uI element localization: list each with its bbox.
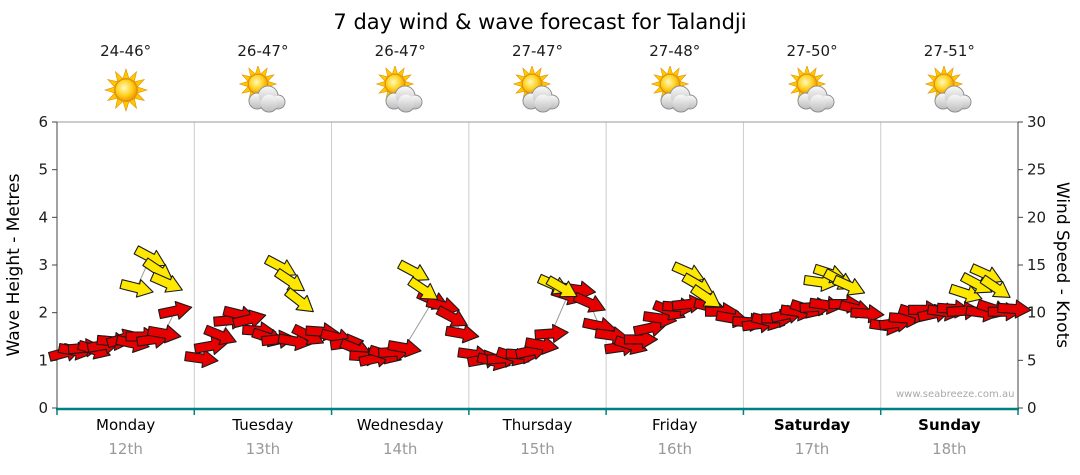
wind-speed-arrow (147, 324, 182, 344)
afternoon-peak-wind-arrow (284, 287, 314, 313)
wind-speed-arrow (435, 305, 468, 327)
day-temperature-range: 27-51° (923, 42, 975, 60)
left-tick-label: 2 (38, 304, 48, 322)
day-label-row: Monday 12th Tuesday 13th Wednesday 14th Thursd… (57, 416, 1018, 458)
day-temperature-range: 27-50° (786, 42, 838, 60)
wind-speed-arrow (184, 349, 219, 369)
afternoon-peak-wind-arrow (407, 276, 439, 300)
day-label-saturday: Saturday 17th (743, 416, 880, 458)
left-tick-label: 0 (38, 399, 48, 417)
day-label-thursday: Thursday 15th (469, 416, 606, 458)
day-label-tuesday: Tuesday 13th (194, 416, 331, 458)
left-tick-label: 5 (38, 161, 48, 179)
left-tick-label: 6 (38, 113, 48, 131)
day-name: Sunday (918, 416, 981, 434)
day-column-saturday: 27-50° (743, 42, 880, 114)
wind-speed-arrow (997, 299, 1032, 319)
afternoon-peak-wind-arrow (690, 284, 722, 308)
day-label-monday: Monday 12th (57, 416, 194, 458)
page-title: 7 day wind & wave forecast for Talandji (333, 10, 747, 34)
partly-cloudy-icon (786, 64, 838, 114)
day-label-friday: Friday 16th (606, 416, 743, 458)
wind-speed-arrow (193, 336, 229, 356)
day-header-row: 24-46° 26-47° 26-47° 27-47° 27-48° 27-50° 27-5… (57, 42, 1018, 114)
partly-cloudy-icon (511, 64, 563, 114)
partly-cloudy-icon (923, 64, 975, 114)
wind-speed-arrow (444, 324, 480, 344)
afternoon-peak-wind-arrow (545, 275, 578, 298)
day-date: 12th (108, 440, 143, 458)
day-column-tuesday: 26-47° (194, 42, 331, 114)
wind-speed-arrow (534, 323, 569, 343)
wind-speed-arrow (232, 309, 267, 329)
partly-cloudy-icon (649, 64, 701, 114)
day-temperature-range: 27-48° (649, 42, 701, 60)
day-column-monday: 24-46° (57, 42, 194, 114)
afternoon-peak-wind-arrow (960, 272, 993, 294)
wind-speed-arrow (572, 291, 606, 313)
wind-speed-arrow (387, 338, 422, 358)
left-tick-label: 1 (38, 351, 48, 369)
day-temperature-range: 26-47° (237, 42, 289, 60)
left-tick-label: 3 (38, 256, 48, 274)
day-date: 18th (932, 440, 967, 458)
day-column-friday: 27-48° (606, 42, 743, 114)
wind-speed-arrow (850, 304, 885, 324)
right-tick-label: 15 (1027, 256, 1046, 274)
day-label-sunday: Sunday 18th (881, 416, 1018, 458)
sunny-icon (100, 66, 152, 114)
day-name: Friday (652, 416, 698, 434)
left-tick-label: 4 (38, 208, 48, 226)
day-name: Wednesday (356, 416, 444, 434)
watermark: www.seabreeze.com.au (896, 389, 1014, 400)
day-name: Tuesday (232, 416, 294, 434)
afternoon-peak-wind-arrow (979, 274, 1011, 298)
afternoon-peak-wind-arrow (149, 271, 183, 293)
day-date: 17th (794, 440, 830, 458)
day-label-wednesday: Wednesday 14th (332, 416, 469, 458)
day-temperature-range: 24-46° (100, 42, 152, 60)
partly-cloudy-icon (374, 64, 426, 114)
day-column-sunday: 27-51° (881, 42, 1018, 114)
day-temperature-range: 27-47° (511, 42, 564, 60)
afternoon-peak-wind-arrow (397, 259, 430, 282)
right-tick-label: 5 (1027, 351, 1037, 369)
afternoon-peak-wind-arrow (274, 267, 306, 292)
right-tick-label: 20 (1027, 208, 1046, 226)
day-name: Monday (96, 416, 156, 434)
day-date: 14th (382, 440, 418, 458)
partly-cloudy-icon (237, 64, 289, 114)
wind-speed-arrow (203, 324, 237, 346)
afternoon-peak-wind-arrow (119, 279, 154, 298)
right-tick-label: 10 (1027, 304, 1046, 322)
day-name: Saturday (773, 416, 851, 434)
wind-speed-arrow (157, 301, 193, 320)
right-tick-label: 0 (1027, 399, 1037, 417)
afternoon-peak-wind-arrow (832, 274, 866, 296)
right-tick-label: 30 (1027, 113, 1046, 131)
day-temperature-range: 26-47° (374, 42, 426, 60)
day-date: 16th (657, 440, 692, 458)
day-date: 15th (520, 440, 555, 458)
day-column-thursday: 27-47° (469, 42, 606, 114)
afternoon-peak-wind-arrow (948, 283, 983, 304)
right-tick-label: 25 (1027, 161, 1046, 179)
day-name: Thursday (502, 416, 573, 434)
wind-speed-arrow (524, 336, 559, 355)
day-date: 13th (245, 440, 281, 458)
day-column-wednesday: 26-47° (332, 42, 469, 114)
